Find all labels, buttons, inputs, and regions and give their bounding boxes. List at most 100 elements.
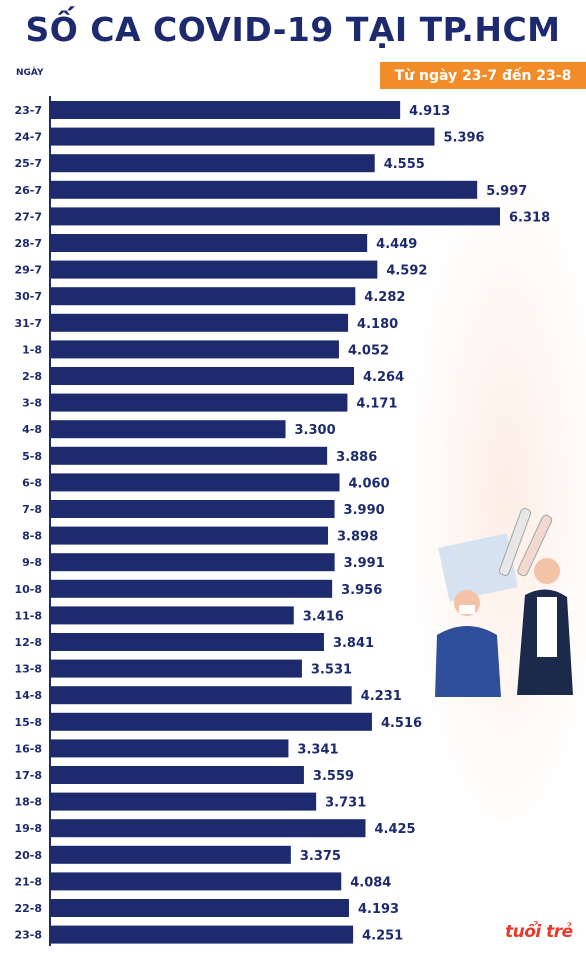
category-label: 27-7 (14, 210, 42, 223)
data-label: 4.282 (364, 290, 405, 305)
data-label: 3.841 (333, 636, 374, 651)
data-label: 3.416 (303, 609, 344, 624)
category-label: 12-8 (14, 636, 42, 649)
data-label: 4.425 (374, 822, 415, 837)
category-label: 3-8 (22, 397, 42, 410)
data-label: 5.997 (486, 184, 527, 199)
data-label: 3.991 (344, 556, 385, 571)
data-label: 4.449 (376, 237, 417, 252)
date-range-badge: Từ ngày 23-7 đến 23-8 (380, 62, 586, 89)
bar (51, 819, 366, 838)
category-label: 2-8 (22, 370, 42, 383)
bar (51, 473, 340, 492)
data-label: 3.731 (325, 796, 366, 811)
virus-watermark (406, 150, 586, 850)
bar (51, 127, 435, 146)
bar (51, 154, 375, 173)
category-label: 8-8 (22, 530, 42, 543)
data-label: 3.531 (311, 663, 352, 678)
category-label: 20-8 (14, 849, 42, 862)
data-label: 4.052 (348, 343, 389, 358)
data-label: 4.264 (363, 370, 404, 385)
data-label: 4.251 (362, 929, 403, 944)
category-label: 26-7 (14, 184, 42, 197)
bar (51, 287, 356, 306)
y-axis-label: NGÀY (16, 68, 44, 78)
category-label: 28-7 (14, 237, 42, 250)
bar (51, 845, 291, 864)
bar (51, 446, 328, 465)
category-label: 30-7 (14, 290, 42, 303)
category-label: 16-8 (14, 742, 42, 755)
bar (51, 260, 378, 279)
data-label: 4.913 (409, 104, 450, 119)
data-label: 4.193 (358, 902, 399, 917)
category-label: 22-8 (14, 902, 42, 915)
data-label: 3.990 (344, 503, 385, 518)
data-label: 5.396 (443, 131, 484, 146)
bar (51, 606, 294, 625)
bar (51, 766, 304, 784)
category-label: 11-8 (14, 609, 42, 622)
bar (51, 313, 349, 332)
bar (51, 234, 368, 252)
bar (51, 925, 354, 944)
category-label: 23-7 (14, 104, 42, 117)
page-title: SỐ CA COVID-19 TẠI TP.HCM (25, 10, 561, 49)
category-label: 7-8 (22, 503, 42, 516)
bar (51, 792, 317, 811)
bar (51, 633, 324, 651)
category-label: 5-8 (22, 450, 42, 463)
bar (51, 579, 333, 598)
bar (51, 180, 478, 199)
category-label: 15-8 (14, 716, 42, 729)
bar (51, 101, 401, 119)
people-illustration-icon (435, 508, 573, 697)
category-label: 23-8 (14, 929, 42, 942)
bar (51, 420, 286, 439)
category-label: 24-7 (14, 131, 42, 144)
category-label: 17-8 (14, 769, 42, 782)
category-label: 29-7 (14, 264, 42, 277)
category-label: 4-8 (22, 423, 42, 436)
category-label: 6-8 (22, 476, 42, 489)
category-label: 14-8 (14, 689, 42, 702)
data-label: 3.956 (341, 583, 382, 598)
category-label: 10-8 (14, 583, 42, 596)
bar (51, 500, 335, 518)
category-label: 1-8 (22, 343, 42, 356)
bar (51, 393, 348, 412)
bar (51, 659, 302, 678)
data-label: 4.180 (357, 317, 398, 332)
bar (51, 340, 339, 359)
data-label: 4.555 (384, 157, 425, 172)
data-label: 4.592 (386, 264, 427, 279)
y-axis-line (49, 96, 51, 946)
data-label: 3.898 (337, 530, 378, 545)
data-label: 3.341 (297, 742, 338, 757)
data-label: 4.171 (356, 397, 397, 412)
data-label: 4.084 (350, 875, 391, 890)
bar (51, 207, 500, 226)
data-label: 4.060 (349, 476, 390, 491)
bar (51, 739, 289, 758)
data-label: 4.516 (381, 716, 422, 731)
data-label: 3.300 (295, 423, 336, 438)
category-label: 13-8 (14, 663, 42, 676)
category-label: 9-8 (22, 556, 42, 569)
data-label: 3.559 (313, 769, 354, 784)
bar (51, 526, 329, 545)
bar (51, 712, 372, 731)
category-label: 19-8 (14, 822, 42, 835)
category-label: 25-7 (14, 157, 42, 170)
category-label: 21-8 (14, 875, 42, 888)
data-label: 6.318 (509, 210, 550, 225)
bar (51, 367, 355, 385)
data-label: 3.375 (300, 849, 341, 864)
category-label: 31-7 (14, 317, 42, 330)
data-label: 3.886 (336, 450, 377, 465)
category-label: 18-8 (14, 796, 42, 809)
bar (51, 686, 352, 705)
bar (51, 899, 349, 917)
